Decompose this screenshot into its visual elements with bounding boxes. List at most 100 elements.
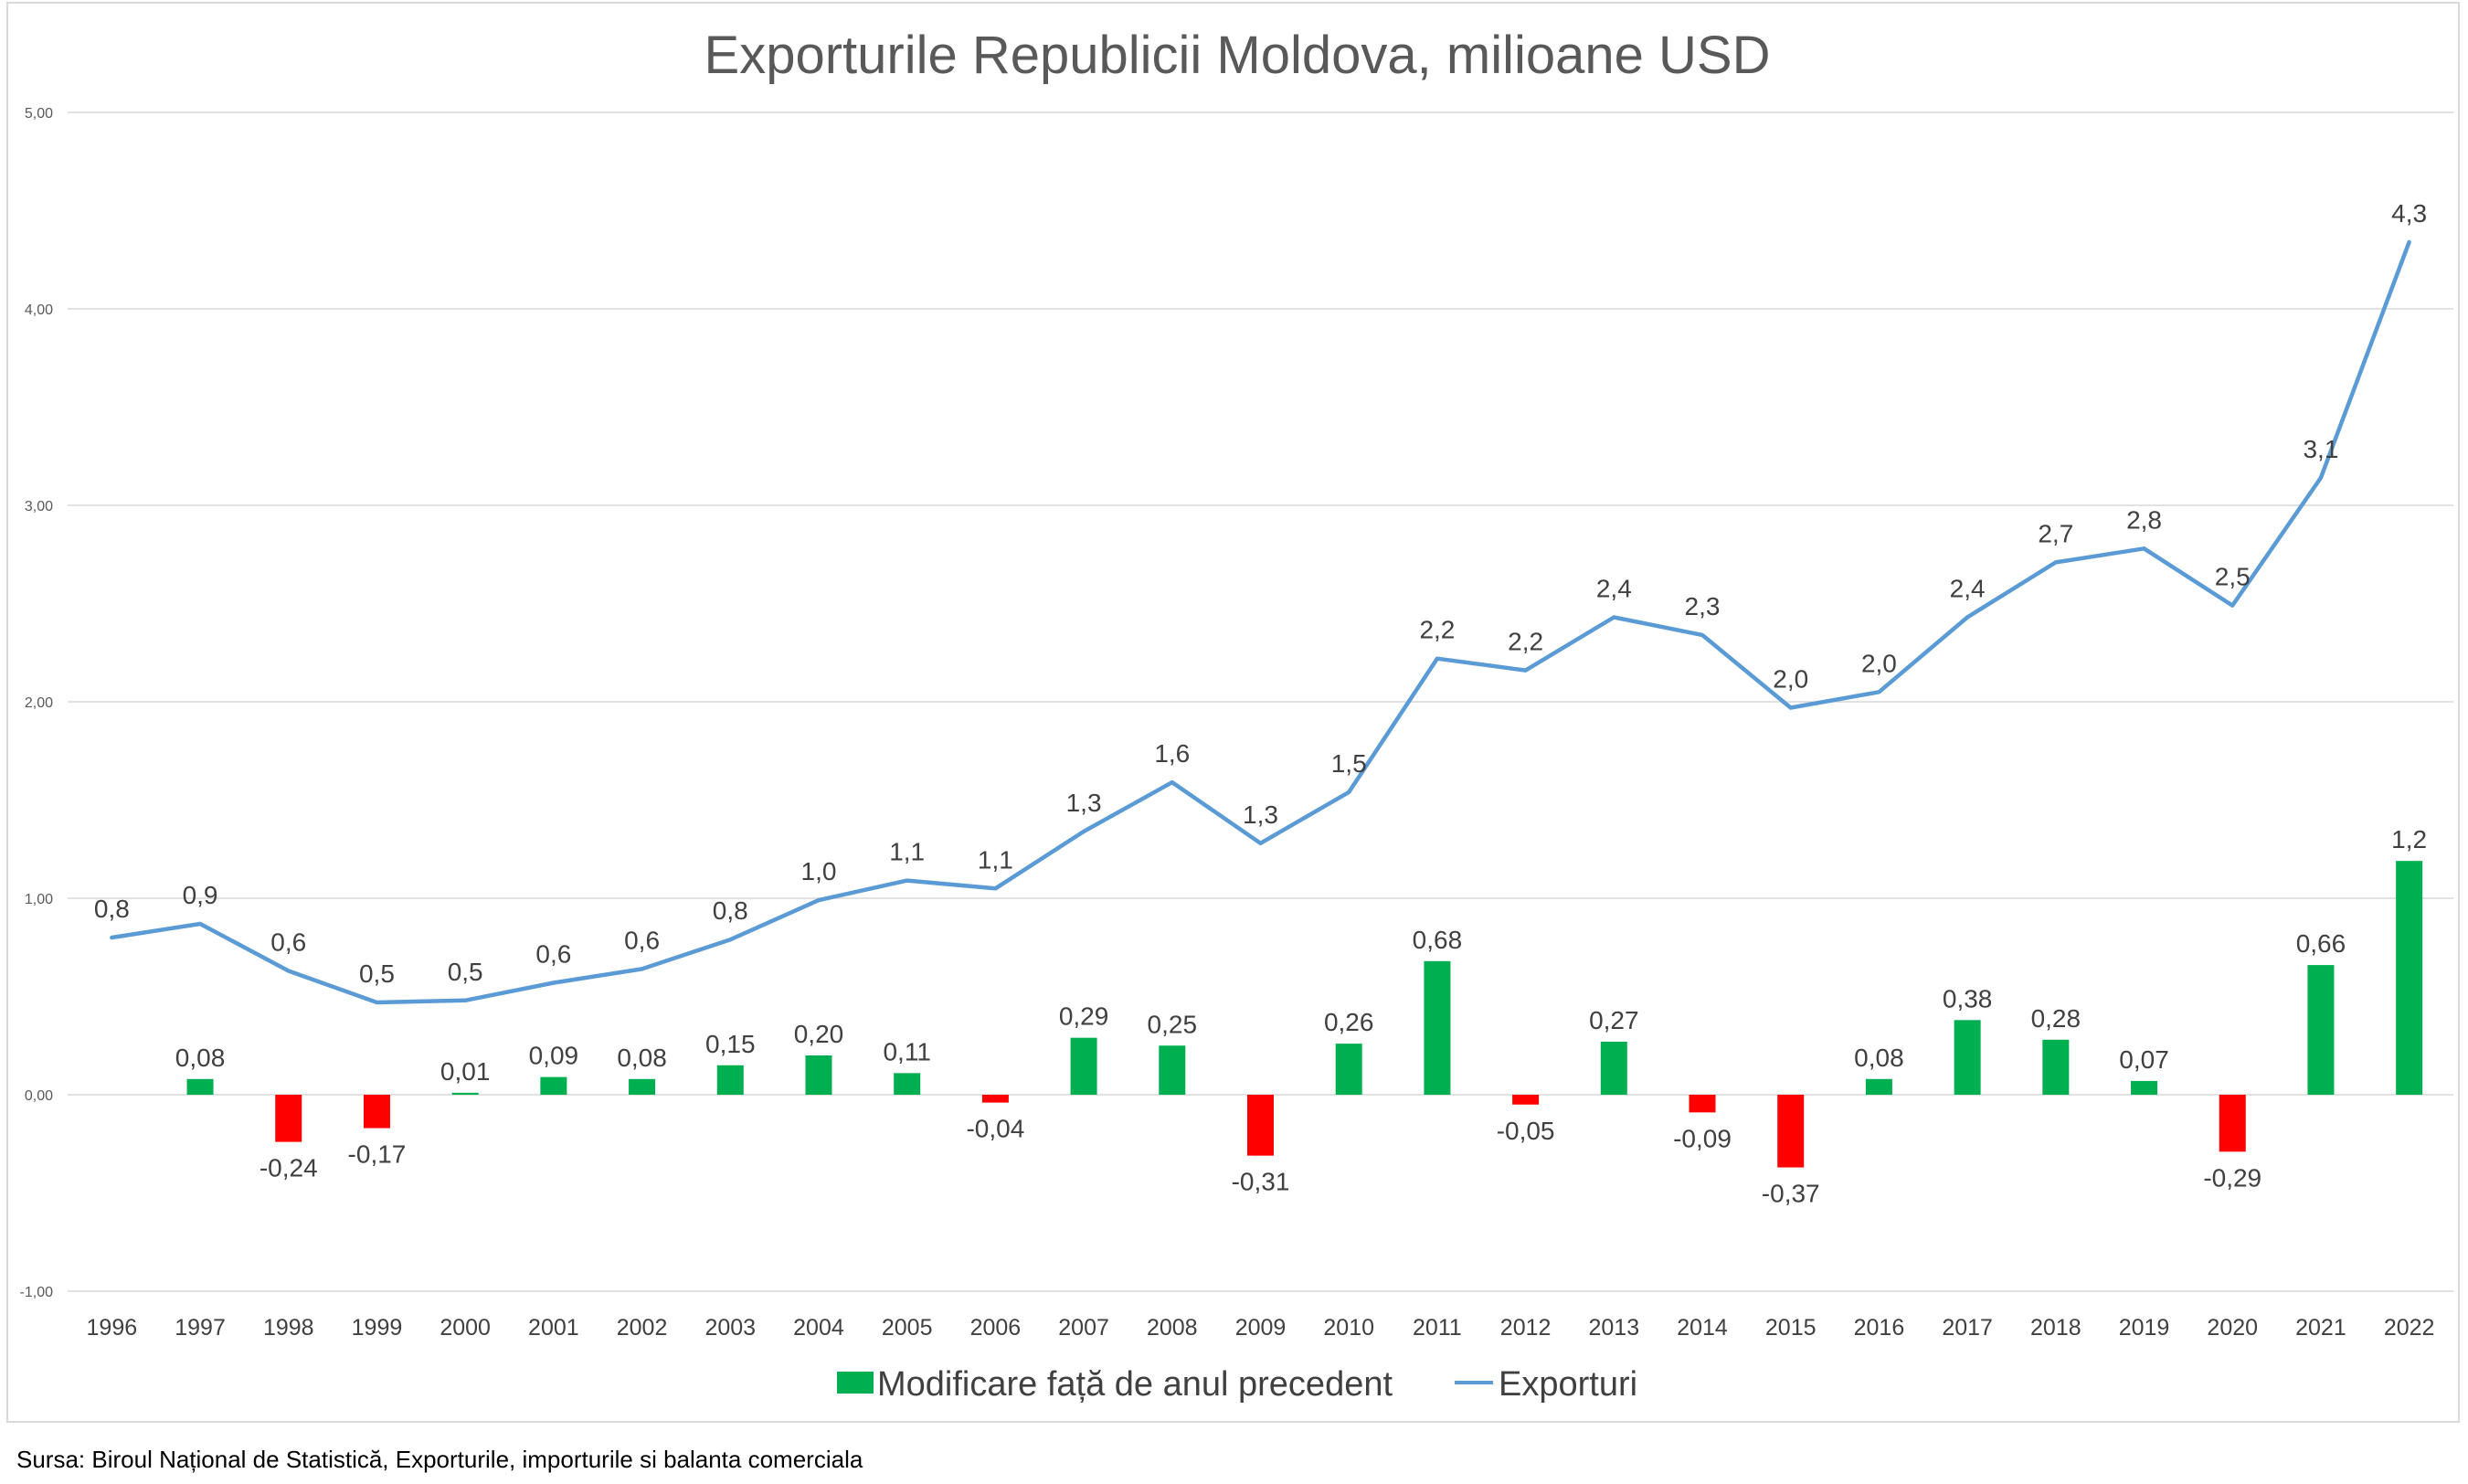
bar-data-label: 0,26 <box>1324 1008 1374 1036</box>
x-tick-label: 2022 <box>2384 1315 2435 1341</box>
source-note: Sursa: Biroul Național de Statistică, Ex… <box>16 1446 863 1473</box>
x-tick-label: 2010 <box>1323 1315 1374 1341</box>
bar-data-label: 0,68 <box>1413 926 1463 954</box>
legend: Modificare față de anul precedent Export… <box>837 1365 1637 1404</box>
bar <box>981 1095 1009 1103</box>
line-series <box>110 239 2411 1005</box>
bar-data-label: 0,08 <box>175 1044 226 1072</box>
x-tick-label: 2014 <box>1677 1315 1728 1341</box>
bar <box>1777 1095 1805 1168</box>
bar <box>894 1073 921 1095</box>
x-tick-label: 2015 <box>1765 1315 1817 1341</box>
bar <box>2396 861 2423 1095</box>
line-data-label: 1,5 <box>1331 749 1367 778</box>
bar-data-label: -0,17 <box>348 1140 407 1169</box>
bar-data-label: 0,27 <box>1589 1006 1639 1034</box>
line-data-label: 1,1 <box>978 845 1013 874</box>
x-tick-label: 2003 <box>704 1315 756 1341</box>
y-tick-label: 1,00 <box>25 892 53 907</box>
y-axis-ticks: -1,00 0,00 1,00 2,00 3,00 4,00 5,00 <box>20 106 54 1300</box>
bar-data-label: 0,38 <box>1943 984 1993 1012</box>
x-tick-label: 2017 <box>1942 1315 1993 1341</box>
line-data-label: 2,4 <box>1596 575 1632 603</box>
bar-data-label: 0,66 <box>2296 929 2346 958</box>
chart-svg: Exporturile Republicii Moldova, milioane… <box>20 26 2453 1404</box>
line-data-label: 2,2 <box>1508 628 1543 656</box>
x-tick-label: 1997 <box>175 1315 226 1341</box>
bar <box>1689 1095 1716 1113</box>
y-tick-label: -1,00 <box>20 1285 54 1300</box>
bar <box>1954 1020 1981 1095</box>
bar <box>2307 965 2335 1095</box>
line-data-label: 3,1 <box>2303 435 2338 463</box>
x-tick-label: 2012 <box>1500 1315 1552 1341</box>
bar-data-label: 1,2 <box>2391 825 2427 853</box>
legend-label-line: Exporturi <box>1499 1365 1637 1404</box>
line-data-label: 2,4 <box>1950 575 1986 603</box>
x-tick-label: 1998 <box>263 1315 314 1341</box>
chart-title: Exporturile Republicii Moldova, milioane… <box>704 26 1771 85</box>
x-tick-label: 2001 <box>528 1315 579 1341</box>
bar <box>1070 1037 1097 1095</box>
x-tick-label: 2008 <box>1147 1315 1198 1341</box>
line-data-label: 0,8 <box>713 896 748 925</box>
line-data-label: 0,9 <box>183 881 218 909</box>
bar <box>451 1092 479 1095</box>
y-tick-label: 0,00 <box>25 1088 53 1104</box>
bar <box>186 1078 214 1095</box>
bar <box>1600 1041 1627 1095</box>
line-data-label: 1,3 <box>1066 789 1102 817</box>
bar <box>716 1065 744 1095</box>
bar <box>1335 1044 1362 1095</box>
x-tick-label: 1996 <box>87 1315 138 1341</box>
line-data-label: 2,0 <box>1861 649 1897 677</box>
bar-data-label: 0,08 <box>1854 1044 1904 1072</box>
bar-data-label: -0,09 <box>1673 1124 1732 1152</box>
bar <box>1159 1045 1186 1095</box>
x-tick-label: 1999 <box>352 1315 403 1341</box>
chart-area <box>6 2 2460 1423</box>
bar-data-label: -0,04 <box>966 1115 1024 1143</box>
exports-line <box>110 239 2411 1005</box>
bar-data-label: 0,15 <box>705 1030 756 1058</box>
y-tick-label: 4,00 <box>25 302 53 318</box>
bar <box>2219 1095 2246 1152</box>
x-tick-label: 2004 <box>793 1315 844 1341</box>
bar-data-label: 0,25 <box>1148 1010 1198 1038</box>
bar-data-label: 0,01 <box>440 1057 491 1086</box>
bar-data-label: -0,31 <box>1232 1168 1290 1196</box>
bar <box>363 1095 390 1129</box>
y-tick-label: 3,00 <box>25 499 53 514</box>
bar <box>629 1078 656 1095</box>
line-data-label: 0,6 <box>624 926 660 954</box>
bar <box>805 1055 832 1095</box>
x-tick-label: 2007 <box>1058 1315 1109 1341</box>
line-data-label: 0,6 <box>270 928 306 957</box>
x-tick-label: 2000 <box>440 1315 491 1341</box>
bar <box>2131 1080 2158 1095</box>
x-tick-label: 2006 <box>970 1315 1022 1341</box>
x-tick-label: 2018 <box>2030 1315 2081 1341</box>
bar-data-label: 0,28 <box>2031 1004 2081 1033</box>
x-axis-ticks: 1996 1997 1998 1999 2000 2001 2002 2003 2004 2005… <box>87 1315 2435 1341</box>
bar-data-label: 0,09 <box>529 1042 579 1070</box>
line-data-label: 0,6 <box>535 939 571 968</box>
legend-swatch-bar <box>837 1372 874 1394</box>
y-tick-label: 5,00 <box>25 106 53 122</box>
bar-data-label: -0,05 <box>1497 1117 1555 1145</box>
line-data-label: 1,1 <box>889 838 925 866</box>
x-tick-label: 2002 <box>617 1315 668 1341</box>
line-data-label: 1,3 <box>1243 800 1278 829</box>
line-data-label: 1,6 <box>1154 739 1190 768</box>
line-data-label: 2,2 <box>1419 616 1455 644</box>
bar <box>1247 1095 1274 1156</box>
data-labels: 0,08 -0,24 -0,17 0,01 0,09 0,08 0,15 0,20 0,11 -0… <box>94 199 2427 1208</box>
bar <box>275 1095 302 1142</box>
bar-data-label: -0,24 <box>260 1154 318 1182</box>
line-data-label: 0,8 <box>94 895 130 923</box>
bar <box>1865 1078 1892 1095</box>
line-data-label: 2,7 <box>2038 519 2073 547</box>
x-tick-label: 2016 <box>1854 1315 1905 1341</box>
x-tick-label: 2019 <box>2119 1315 2170 1341</box>
x-tick-label: 2013 <box>1589 1315 1640 1341</box>
